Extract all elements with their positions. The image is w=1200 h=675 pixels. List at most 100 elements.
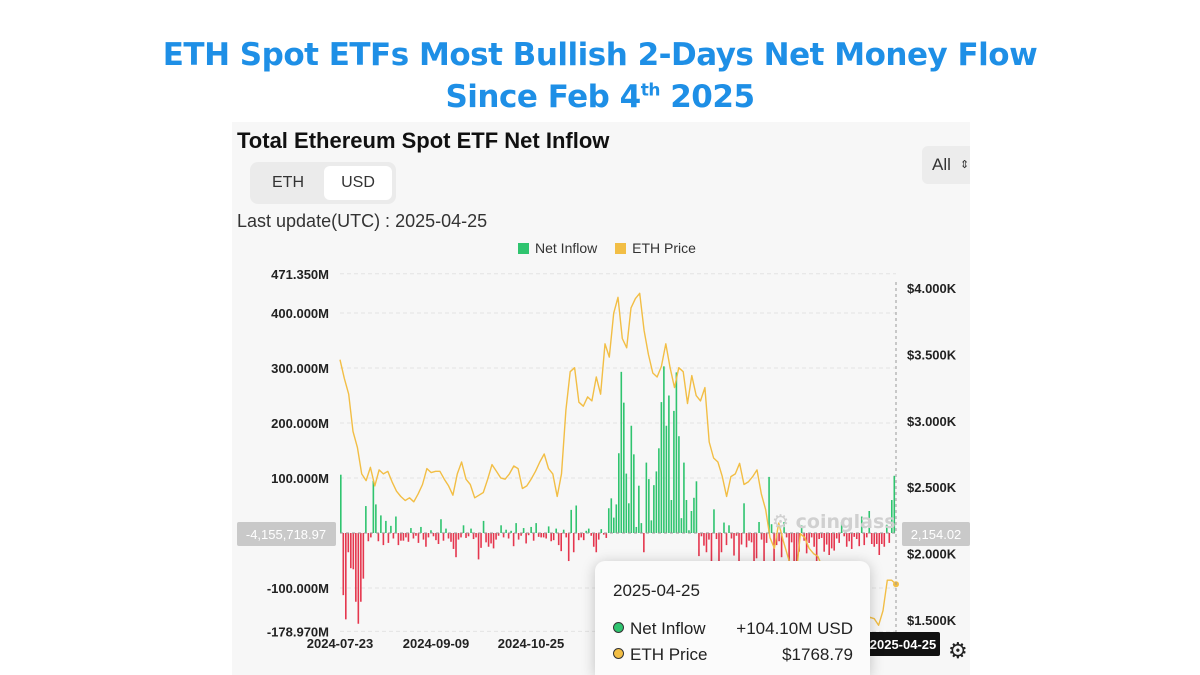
outflow-bar — [755, 533, 758, 559]
inflow-bar — [375, 504, 377, 533]
outflow-bar — [427, 533, 430, 538]
outflow-bar — [818, 533, 820, 540]
outflow-bar — [370, 533, 372, 538]
outflow-bar — [465, 533, 467, 538]
outflow-bar — [557, 533, 560, 546]
inflow-bar — [665, 425, 668, 533]
outflow-bar — [850, 533, 853, 549]
outflow-bar — [597, 533, 600, 540]
legend-label-net-inflow: Net Inflow — [535, 240, 598, 256]
outflow-bar — [507, 533, 510, 539]
outflow-bar — [748, 533, 750, 541]
outflow-bar — [605, 533, 608, 538]
outflow-bar — [738, 533, 740, 575]
range-select[interactable]: All ⇕ — [922, 146, 970, 184]
outflow-bar — [888, 533, 891, 543]
outflow-bar — [425, 533, 427, 547]
inflow-bar — [688, 530, 690, 533]
outflow-bar — [497, 533, 500, 536]
outflow-bar — [492, 533, 495, 549]
inflow-bar — [562, 529, 565, 533]
y-right-tick-label: $3.000K — [907, 414, 957, 429]
outflow-bar — [582, 533, 585, 541]
outflow-bar — [387, 533, 390, 543]
outflow-bar — [502, 533, 505, 538]
outflow-bar — [457, 533, 460, 540]
y-left-tick-label: -100.000M — [267, 581, 329, 596]
y-right-tick-label: $4.000K — [907, 281, 957, 296]
outflow-bar — [452, 533, 455, 549]
y-left-tick-label: 300.000M — [271, 361, 329, 376]
inflow-bar — [430, 530, 432, 533]
outflow-bar — [865, 533, 868, 538]
y-right-tick-label: $1.500K — [907, 613, 957, 628]
inflow-bar — [625, 473, 628, 533]
outflow-bar — [730, 533, 733, 539]
outflow-bar — [595, 533, 598, 553]
tooltip-date: 2025-04-25 — [613, 581, 700, 600]
inflow-bar — [678, 436, 680, 533]
outflow-bar — [467, 533, 470, 537]
outflow-bar — [833, 533, 835, 551]
legend-item-net-inflow[interactable]: Net Inflow — [518, 240, 597, 256]
inflow-bar — [680, 518, 683, 533]
inflow-bar — [585, 530, 588, 533]
inflow-bar — [607, 508, 610, 533]
outflow-bar — [512, 533, 515, 547]
inflow-bar — [683, 462, 685, 533]
range-select-value: All — [932, 155, 951, 174]
inflow-bar — [385, 520, 387, 533]
outflow-bar — [402, 533, 405, 541]
inflow-bar — [575, 505, 578, 533]
inflow-bar — [663, 366, 665, 533]
outflow-bar — [745, 533, 748, 548]
inflow-bar — [555, 528, 557, 533]
outflow-bar — [565, 533, 568, 538]
outflow-bar — [740, 533, 743, 545]
outflow-bar — [735, 533, 738, 536]
outflow-bar — [357, 533, 360, 624]
inflow-bar — [600, 529, 603, 533]
inflow-bar — [420, 526, 422, 533]
outflow-bar — [843, 533, 846, 537]
inflow-bar — [723, 522, 725, 533]
inflow-bar — [770, 524, 773, 533]
crosshair-date-label-box — [866, 632, 940, 656]
outflow-bar — [572, 533, 575, 553]
inflow-bar — [758, 522, 760, 533]
unit-tab-eth[interactable]: ETH — [272, 174, 304, 191]
inflow-bar — [410, 528, 412, 533]
inflow-bar — [783, 522, 785, 533]
y-left-tick-label: 200.000M — [271, 416, 329, 431]
outflow-bar — [878, 533, 881, 555]
outflow-bar — [848, 533, 851, 542]
outflow-bar — [718, 533, 720, 564]
outflow-bar — [590, 533, 593, 536]
inflow-bar — [860, 516, 863, 533]
outflow-bar — [883, 533, 886, 547]
outflow-bar — [790, 533, 793, 543]
outflow-bar — [863, 533, 866, 546]
outflow-bar — [347, 533, 350, 553]
inflow-bar — [620, 371, 623, 533]
outflow-bar — [400, 533, 402, 541]
outflow-bar — [820, 533, 823, 538]
outflow-bar — [460, 533, 462, 538]
outflow-bar — [352, 533, 355, 570]
inflow-bar — [640, 523, 643, 533]
unit-tab-usd[interactable]: USD — [324, 166, 392, 200]
inflow-bar — [893, 475, 896, 533]
outflow-bar — [592, 533, 595, 547]
outflow-bar — [527, 533, 530, 536]
inflow-bar — [648, 479, 650, 533]
inflow-bar — [768, 476, 770, 533]
settings-gear-icon[interactable]: ⚙ — [948, 638, 968, 663]
legend-item-eth-price[interactable]: ETH Price — [615, 240, 696, 256]
outflow-bar — [350, 533, 352, 569]
tooltip-label-eth-price: ETH Price — [630, 645, 708, 664]
outflow-bar — [793, 533, 795, 583]
inflow-bar — [390, 525, 392, 533]
legend-label-eth-price: ETH Price — [632, 240, 696, 256]
tooltip-label-net-inflow: Net Inflow — [630, 619, 706, 638]
